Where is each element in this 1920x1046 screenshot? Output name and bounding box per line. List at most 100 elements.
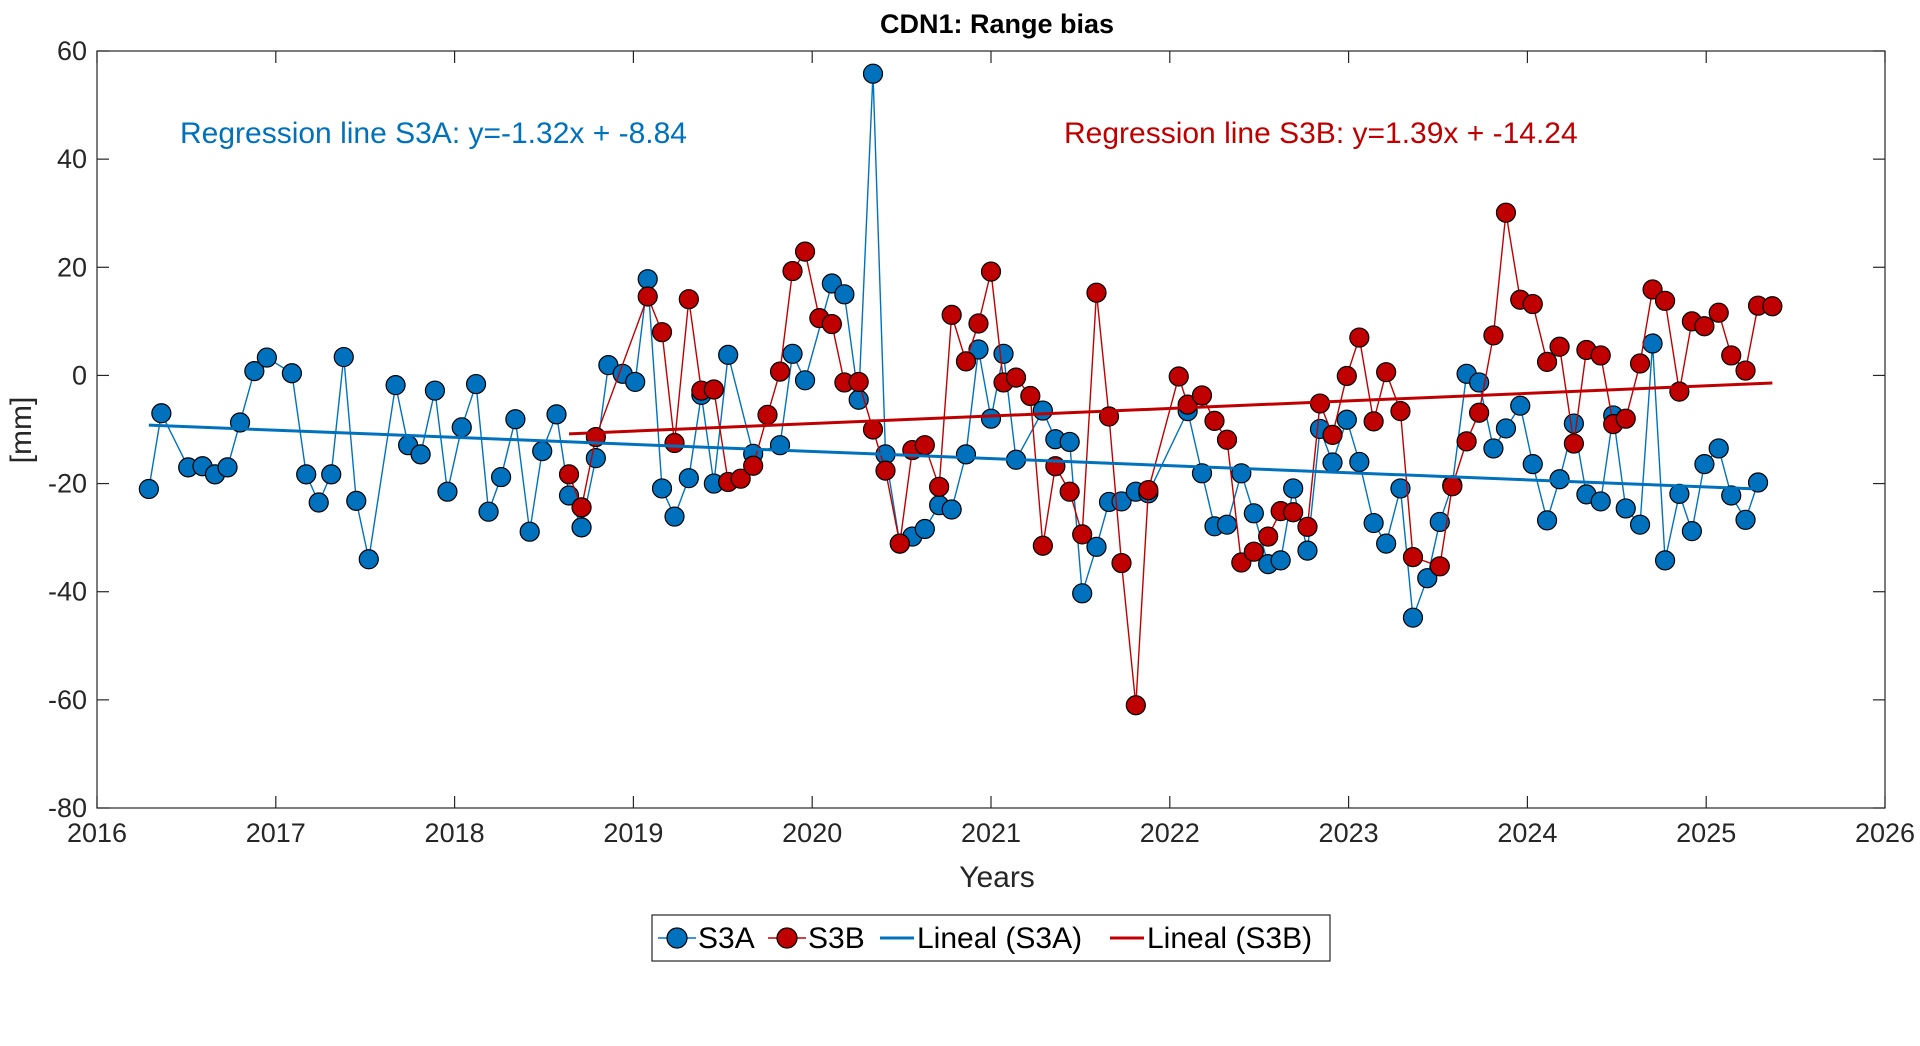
data-point-s3a — [1297, 540, 1318, 561]
data-point-s3a — [465, 373, 487, 395]
y-axis-title: [mm] — [5, 397, 38, 464]
data-point-s3b — [1642, 279, 1663, 300]
y-tick-label: -60 — [48, 685, 87, 715]
data-point-s3a — [571, 517, 592, 538]
x-tick-label: 2025 — [1676, 818, 1736, 848]
series-s3b — [558, 202, 1783, 716]
data-point-s3b — [730, 468, 751, 489]
data-point-s3a — [1322, 452, 1343, 473]
data-point-s3a — [914, 518, 935, 540]
y-tick-label: 20 — [57, 252, 87, 282]
data-point-s3b — [1629, 353, 1651, 374]
data-point-s3b — [1168, 366, 1189, 387]
data-point-s3b — [757, 404, 778, 426]
data-point-s3b — [794, 241, 816, 262]
data-point-s3b — [1735, 360, 1756, 381]
data-point-s3b — [1297, 516, 1318, 537]
data-point-s3a — [834, 284, 855, 305]
data-point-s3a — [968, 339, 989, 360]
data-point-s3a — [1510, 395, 1531, 416]
x-tick-label: 2017 — [246, 818, 306, 848]
data-point-s3a — [519, 521, 540, 542]
data-point-s3b — [1204, 410, 1225, 431]
data-point-s3b — [1522, 293, 1543, 315]
data-point-s3a — [651, 478, 673, 499]
data-point-s3a — [1376, 533, 1397, 554]
data-point-s3b — [1086, 282, 1107, 303]
data-point-s3b — [1654, 290, 1676, 311]
data-point-s3a — [1681, 521, 1702, 542]
data-point-s3a — [1522, 454, 1543, 475]
data-point-s3b — [1762, 296, 1783, 317]
data-point-s3a — [585, 448, 606, 469]
data-point-s3b — [703, 379, 724, 400]
data-point-s3a — [1629, 514, 1651, 535]
data-point-s3a — [862, 63, 884, 84]
data-point-s3a — [478, 501, 499, 522]
data-point-s3b — [1059, 481, 1080, 502]
data-point-s3b — [558, 464, 580, 485]
data-point-s3b — [743, 455, 764, 476]
data-point-s3a — [1549, 469, 1570, 490]
data-point-s3a — [1283, 478, 1304, 499]
data-point-s3a — [558, 485, 580, 506]
data-point-s3b — [1563, 433, 1584, 454]
y-tick-label: 40 — [57, 144, 87, 174]
data-point-s3b — [929, 476, 950, 497]
x-tick-label: 2023 — [1319, 818, 1379, 848]
data-point-s3a — [217, 457, 238, 478]
data-point-s3b — [875, 460, 896, 481]
data-point-s3a — [941, 499, 962, 520]
data-point-s3b — [1349, 327, 1370, 348]
data-point-s3b — [1590, 345, 1611, 366]
legend-lineal-s3a-label: Lineal (S3A) — [917, 922, 1082, 955]
data-point-s3a — [1642, 333, 1663, 354]
data-point-s3b — [678, 289, 699, 310]
data-point-s3a — [1495, 418, 1517, 439]
data-point-s3b — [1549, 336, 1570, 357]
data-point-s3a — [281, 363, 302, 384]
data-point-s3a — [794, 370, 816, 391]
x-tick-label: 2026 — [1855, 818, 1915, 848]
data-point-s3b — [1020, 385, 1041, 407]
x-tick-label: 2018 — [425, 818, 485, 848]
data-point-s3a — [1363, 512, 1384, 534]
data-point-s3a — [138, 478, 159, 500]
data-point-s3b — [1536, 351, 1558, 373]
data-point-s3a — [1336, 409, 1357, 430]
data-point-s3b — [1258, 526, 1279, 547]
data-point-s3a — [1536, 510, 1558, 531]
data-point-s3a — [1086, 536, 1107, 557]
data-point-s3a — [993, 343, 1014, 364]
data-point-s3b — [1191, 385, 1213, 406]
data-point-s3a — [490, 466, 512, 488]
data-point-s3b — [1363, 411, 1384, 432]
data-point-s3a — [346, 490, 367, 511]
data-point-s3a — [1694, 454, 1715, 475]
data-point-s3a — [1563, 413, 1584, 434]
data-point-s3a — [385, 375, 406, 396]
data-point-s3b — [1469, 402, 1490, 423]
data-point-s3b — [1322, 424, 1343, 446]
data-point-s3a — [410, 444, 431, 465]
data-point-s3a — [718, 344, 739, 365]
legend-s3a-label: S3A — [698, 922, 755, 955]
data-point-s3a — [358, 549, 379, 570]
data-point-s3b — [914, 435, 935, 456]
data-point-s3a — [1349, 451, 1370, 473]
data-point-s3b — [1125, 695, 1146, 716]
data-point-s3a — [980, 408, 1002, 429]
data-point-s3b — [1429, 556, 1450, 577]
regression-s3a-annotation: Regression line S3A: y=-1.32x + -8.84 — [180, 117, 687, 150]
data-point-s3b — [968, 313, 989, 334]
data-point-s3b — [1072, 524, 1093, 545]
x-tick-label: 2020 — [782, 818, 842, 848]
data-point-s3a — [424, 380, 446, 401]
data-point-s3a — [1231, 463, 1252, 484]
legend-frame — [651, 914, 1331, 962]
data-point-s3b — [637, 286, 658, 307]
data-point-s3a — [1429, 511, 1450, 533]
data-point-s3b — [848, 371, 869, 393]
